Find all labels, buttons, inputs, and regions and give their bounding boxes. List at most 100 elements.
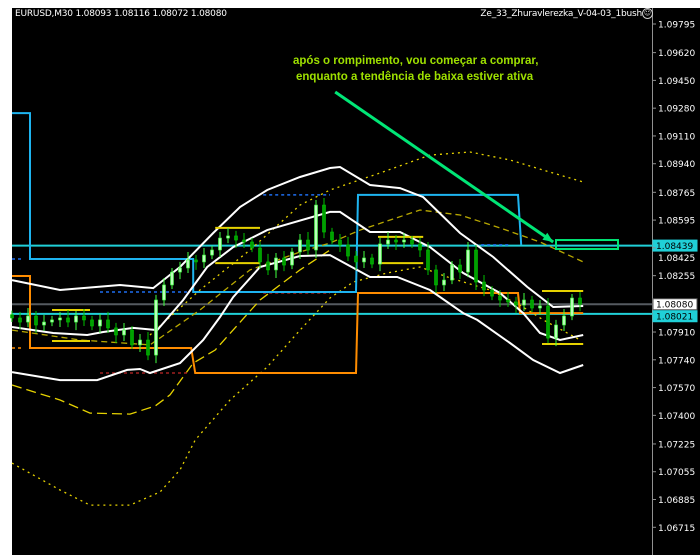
candle-body <box>250 241 254 249</box>
candle-body <box>370 257 374 265</box>
candle-body <box>138 339 142 346</box>
candle-body <box>506 299 510 303</box>
y-tick-label: 1.07910 <box>658 329 695 339</box>
price-label: 1.08439 <box>656 242 693 252</box>
candle-body <box>266 261 270 271</box>
smiley-face-icon[interactable]: ☺ <box>642 8 653 19</box>
candle-body <box>394 239 398 243</box>
candle-body <box>122 329 126 336</box>
symbol-info: EURUSD,M30 1.08093 1.08116 1.08072 1.080… <box>15 9 227 19</box>
y-tick-label: 1.06715 <box>658 524 695 534</box>
candle-body <box>410 239 414 245</box>
band-upper <box>11 165 584 309</box>
band-middle <box>11 210 584 342</box>
y-tick-label: 1.08595 <box>658 217 695 227</box>
price-label-box <box>652 310 698 323</box>
candle-body <box>298 239 302 253</box>
candle-body <box>106 319 110 329</box>
candle-body <box>282 257 286 266</box>
candle-body <box>538 305 542 309</box>
candle-body <box>234 235 238 241</box>
candle-body <box>18 317 22 323</box>
band-lower <box>11 254 584 382</box>
candle-body <box>74 315 78 323</box>
candle-body <box>274 257 278 271</box>
candle-body <box>66 317 70 323</box>
y-tick-label: 1.08940 <box>658 160 695 170</box>
moving-average-line <box>11 249 331 415</box>
candle-body <box>450 264 454 281</box>
y-tick-label: 1.06885 <box>658 496 695 506</box>
y-tick-label: 1.07400 <box>658 412 695 422</box>
candle-body <box>402 239 406 243</box>
annotation-line-1: após o rompimento, vou começar a comprar… <box>293 55 539 67</box>
candle-body <box>98 319 102 327</box>
candle-body <box>442 279 446 286</box>
candle-body <box>330 231 334 241</box>
candle-body <box>306 239 310 251</box>
candle-body <box>170 271 174 286</box>
candle-body <box>554 324 558 339</box>
candle-body <box>490 289 494 297</box>
candle-body <box>322 204 326 233</box>
candle-body <box>386 239 390 245</box>
candle-body <box>162 284 166 301</box>
candle-body <box>10 314 14 319</box>
expert-advisor-name: Ze_33_Zhuravlerezka_V-04-03_1bush <box>480 9 642 19</box>
candle-body <box>290 251 294 266</box>
candle-body <box>434 269 438 286</box>
candle-body <box>426 249 430 271</box>
candle-body <box>482 281 486 291</box>
candle-body <box>418 243 422 251</box>
candle-body <box>202 254 206 263</box>
y-tick-label: 1.08255 <box>658 272 695 282</box>
candle-body <box>578 297 582 305</box>
candle-body <box>194 259 198 263</box>
y-tick-label: 1.08425 <box>658 254 695 264</box>
price-label: 1.08080 <box>656 301 693 311</box>
annotation-arrow <box>334 90 555 244</box>
candle-body <box>82 315 86 321</box>
candle-body <box>90 319 94 327</box>
candle-body <box>314 204 318 251</box>
candle-body <box>530 299 534 309</box>
candle-body <box>514 301 518 306</box>
candle-body <box>26 315 30 323</box>
y-tick-label: 1.09620 <box>658 49 695 59</box>
candle-body <box>154 299 158 356</box>
y-tick-label: 1.07055 <box>658 468 695 478</box>
candle-body <box>522 299 526 306</box>
price-axis <box>652 8 700 555</box>
y-tick-label: 1.09795 <box>658 21 695 31</box>
y-tick-label: 1.07225 <box>658 440 695 450</box>
y-tick-label: 1.07570 <box>658 384 695 394</box>
candle-body <box>42 321 46 326</box>
candle-body <box>114 327 118 336</box>
y-tick-label: 1.08765 <box>658 189 695 199</box>
y-tick-label: 1.09450 <box>658 77 695 87</box>
candle-body <box>186 259 190 269</box>
candle-body <box>458 264 462 273</box>
candle-body <box>466 249 470 273</box>
candle-body <box>378 243 382 265</box>
candle-body <box>362 257 366 263</box>
price-label-box <box>652 239 698 252</box>
orange-step-line <box>12 275 584 374</box>
candle-body <box>226 235 230 239</box>
candle-body <box>178 267 182 273</box>
candle-body <box>346 244 350 257</box>
candle-body <box>338 239 342 246</box>
candle-body <box>570 297 574 317</box>
price-label-box <box>652 298 698 311</box>
blue-step-line <box>12 112 523 293</box>
candle-body <box>474 249 478 283</box>
candle-body <box>34 315 38 326</box>
price-label: 1.08021 <box>656 313 693 323</box>
candle-body <box>242 239 246 243</box>
arrow-head-icon <box>542 232 554 242</box>
candle-body <box>50 319 54 323</box>
target-box[interactable] <box>555 239 619 251</box>
candle-body <box>130 329 134 346</box>
